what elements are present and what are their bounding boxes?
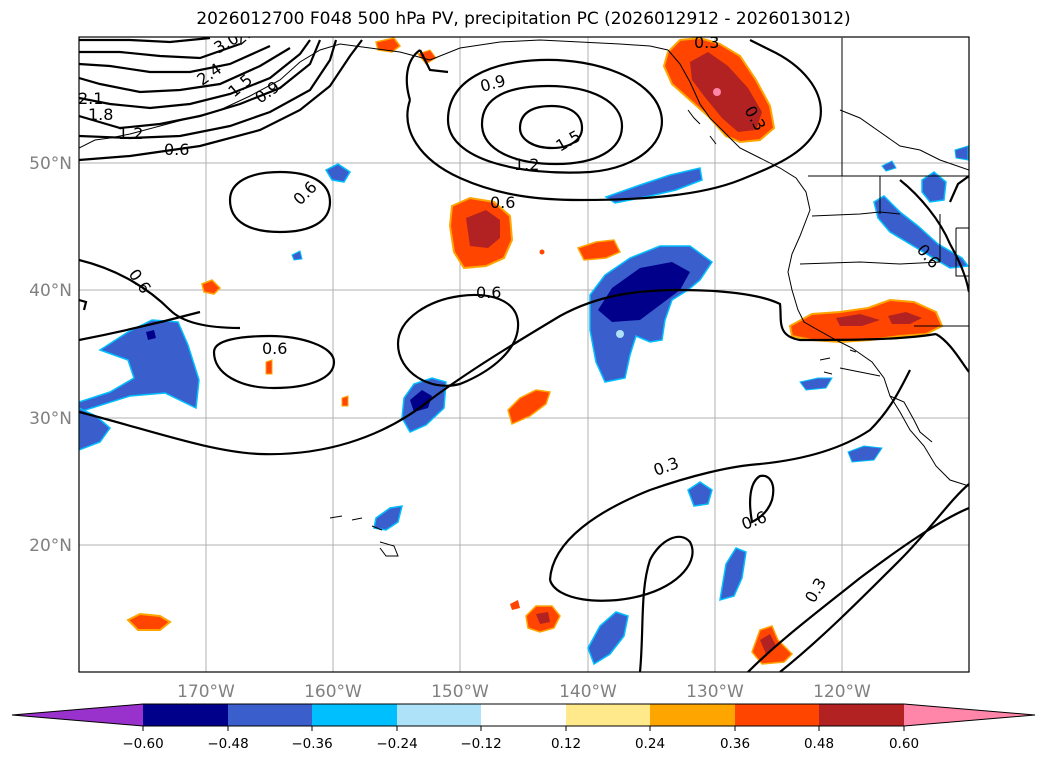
contour-label: 0.6 <box>476 283 501 302</box>
colorbar-tick-label: −0.36 <box>291 736 332 752</box>
map-frame <box>78 36 970 673</box>
colorbar-segment <box>143 704 228 726</box>
lon-label: 140°W <box>559 682 617 702</box>
colorbar-tick-label: 0.60 <box>889 736 919 752</box>
lon-axis: 170°W 160°W 150°W 140°W 130°W 120°W <box>177 682 871 702</box>
precip-blob-neg-west <box>79 319 200 413</box>
contour-label: 2.1 <box>78 89 103 108</box>
colorbar-segment <box>481 704 566 726</box>
colorbar-extend-low <box>12 704 143 726</box>
lat-axis: 50°N 40°N 30°N 20°N <box>29 154 72 556</box>
colorbar-tick-label: −0.60 <box>122 736 163 752</box>
colorbar-tick-label: −0.24 <box>376 736 417 752</box>
colorbar-segment <box>819 704 904 726</box>
coastlines <box>79 38 969 557</box>
colorbar-segment <box>735 704 819 726</box>
map-plot-area <box>79 37 969 672</box>
contour-label: 1.2 <box>118 124 143 143</box>
colorbar-ticks <box>142 726 905 731</box>
lon-label: 160°W <box>304 682 362 702</box>
contour-label: 0.6 <box>164 140 189 159</box>
lat-label: 40°N <box>29 281 72 301</box>
colorbar-segment <box>228 704 312 726</box>
colorbar: −0.60 −0.48 −0.36 −0.24 −0.12 0.12 0.24 … <box>11 703 1036 752</box>
colorbar-tick-label: 0.12 <box>551 736 581 752</box>
contour-label: 0.3 <box>694 33 719 52</box>
colorbar-segment <box>566 704 650 726</box>
contour-label: 0.6 <box>490 193 515 212</box>
colorbar-tick-label: 0.48 <box>804 736 834 752</box>
contour-label: 1.2 <box>514 155 539 174</box>
lat-label: 30°N <box>29 409 72 429</box>
colorbar-tick-label: 0.24 <box>635 736 665 752</box>
lon-label: 130°W <box>686 682 744 702</box>
lon-label: 120°W <box>813 682 871 702</box>
colorbar-tick-label: 0.36 <box>720 736 750 752</box>
pv-contours <box>79 37 969 672</box>
lat-label: 20°N <box>29 536 72 556</box>
contour-label: 1.8 <box>88 105 113 124</box>
colorbar-extend-high <box>904 704 1035 726</box>
contour-label: 0.6 <box>262 339 287 358</box>
colorbar-segment <box>397 704 481 726</box>
colorbar-segment <box>650 704 735 726</box>
lat-label: 50°N <box>29 154 72 174</box>
pv-contour-low-0p9 <box>446 58 663 174</box>
precip-positive-areas <box>126 37 944 665</box>
colorbar-tick-label: −0.12 <box>460 736 501 752</box>
colorbar-tick-label: −0.48 <box>207 736 248 752</box>
lon-label: 150°W <box>431 682 489 702</box>
map-title: 2026012700 F048 500 hPa PV, precipitatio… <box>196 9 851 29</box>
lon-label: 170°W <box>177 682 235 702</box>
colorbar-segment <box>312 704 397 726</box>
